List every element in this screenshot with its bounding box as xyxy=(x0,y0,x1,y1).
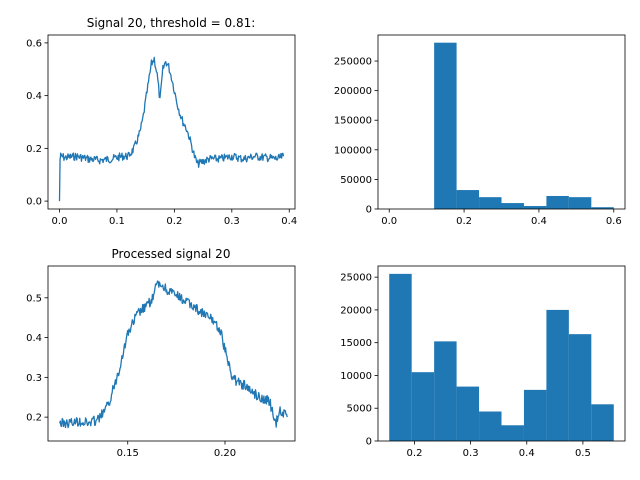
processed-signal-xtick-label: 0.15 xyxy=(117,448,139,459)
raw-histogram-frame xyxy=(377,34,626,210)
processed-histogram-ytick-label: 5000 xyxy=(347,404,372,415)
raw-signal-xtick-label: 0.3 xyxy=(224,216,240,227)
raw-histogram-xtick-label: 0.2 xyxy=(456,216,472,227)
processed-histogram-xtick-label: 0.4 xyxy=(519,448,535,459)
processed-signal-frame xyxy=(47,265,296,442)
processed-histogram-bar-0 xyxy=(389,273,412,441)
processed-signal-title: Processed signal 20 xyxy=(112,247,231,261)
raw-histogram-ytick-label: 150000 xyxy=(334,116,372,127)
raw-signal-ytick-label: 0.2 xyxy=(26,144,42,155)
processed-signal-line xyxy=(59,280,288,429)
raw-histogram-bar-6 xyxy=(523,206,547,209)
raw-histogram-xtick-label: 0.4 xyxy=(531,216,547,227)
raw-histogram-ytick-label: 0 xyxy=(366,205,372,216)
raw-signal-title: Signal 20, threshold = 0.81: xyxy=(87,16,256,30)
raw-histogram-bar-9 xyxy=(591,207,614,209)
raw-histogram-panel: 0.0 0.2 0.4 0.6 0 50000 100000 150000 200000 250… xyxy=(334,34,626,227)
raw-histogram-ytick-label: 50000 xyxy=(340,175,372,186)
processed-signal-ytick-label: 0.4 xyxy=(26,333,42,344)
raw-signal-panel: Signal 20, threshold = 0.81: 0.0 0.1 0.2 0.… xyxy=(26,16,297,227)
processed-histogram-ytick-label: 20000 xyxy=(340,305,372,316)
processed-histogram-bar-2 xyxy=(434,341,457,441)
processed-histogram-bar-1 xyxy=(411,372,435,441)
raw-histogram-bar-4 xyxy=(479,197,502,209)
raw-histogram-bar-2 xyxy=(434,42,457,209)
raw-signal-line xyxy=(58,56,285,202)
processed-histogram-bar-3 xyxy=(456,386,480,441)
raw-histogram-bar-5 xyxy=(501,203,524,209)
raw-histogram-ytick-label: 200000 xyxy=(334,86,372,97)
processed-histogram-bar-4 xyxy=(479,411,502,441)
processed-signal-panel: Processed signal 20 0.15 0.20 0.2 0.3 0.4 0.… xyxy=(26,247,296,459)
raw-histogram-bar-3 xyxy=(456,190,480,209)
raw-histogram-ytick-label: 100000 xyxy=(334,145,372,156)
raw-signal-xtick-label: 0.1 xyxy=(109,216,125,227)
processed-signal-ytick-label: 0.3 xyxy=(26,373,42,384)
raw-histogram-xtick-label: 0.0 xyxy=(381,216,397,227)
processed-histogram-frame xyxy=(377,265,626,442)
processed-histogram-bar-8 xyxy=(568,334,592,441)
raw-histogram-xtick-label: 0.6 xyxy=(606,216,622,227)
raw-signal-ytick-label: 0.0 xyxy=(26,197,42,208)
raw-signal-ytick-label: 0.6 xyxy=(26,38,42,49)
raw-signal-ytick-label: 0.4 xyxy=(26,91,42,102)
processed-histogram-ytick-label: 25000 xyxy=(340,273,372,284)
raw-signal-xtick-label: 0.2 xyxy=(166,216,182,227)
processed-histogram-ytick-label: 10000 xyxy=(340,371,372,382)
processed-histogram-bar-9 xyxy=(591,404,614,441)
processed-histogram-xtick-label: 0.2 xyxy=(407,448,423,459)
raw-histogram-ytick-label: 250000 xyxy=(334,57,372,68)
raw-signal-xtick-label: 0.0 xyxy=(52,216,68,227)
processed-signal-xtick-label: 0.20 xyxy=(214,448,236,459)
raw-signal-xtick-label: 0.4 xyxy=(281,216,297,227)
processed-histogram-bar-7 xyxy=(546,309,569,441)
processed-histogram-panel: 0.2 0.3 0.4 0.5 0 5000 10000 15000 20000 25000 xyxy=(340,265,626,459)
raw-signal-frame xyxy=(47,34,296,210)
processed-signal-ytick-label: 0.5 xyxy=(26,293,42,304)
processed-histogram-xtick-label: 0.3 xyxy=(463,448,479,459)
processed-histogram-xtick-label: 0.5 xyxy=(575,448,591,459)
processed-histogram-bar-5 xyxy=(501,425,524,441)
raw-histogram-bar-7 xyxy=(546,195,569,209)
raw-histogram-bar-8 xyxy=(568,197,592,209)
processed-signal-ytick-label: 0.2 xyxy=(26,413,42,424)
processed-histogram-bar-6 xyxy=(523,389,547,441)
processed-histogram-ytick-label: 0 xyxy=(366,437,372,448)
processed-histogram-ytick-label: 15000 xyxy=(340,338,372,349)
